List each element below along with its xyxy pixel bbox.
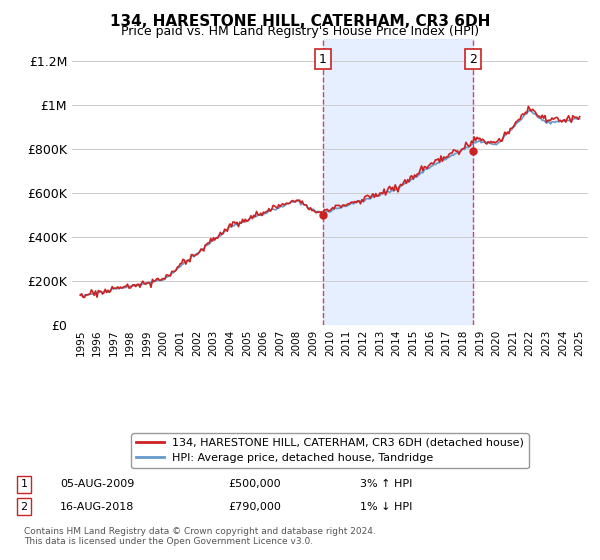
Text: £500,000: £500,000 (228, 479, 281, 489)
Text: Contains HM Land Registry data © Crown copyright and database right 2024.
This d: Contains HM Land Registry data © Crown c… (24, 526, 376, 546)
Text: 1% ↓ HPI: 1% ↓ HPI (360, 502, 412, 512)
Text: £790,000: £790,000 (228, 502, 281, 512)
Text: 2: 2 (469, 53, 477, 66)
Legend: 134, HARESTONE HILL, CATERHAM, CR3 6DH (detached house), HPI: Average price, det: 134, HARESTONE HILL, CATERHAM, CR3 6DH (… (131, 433, 529, 468)
Bar (323, 39, 473, 325)
Text: Price paid vs. HM Land Registry's House Price Index (HPI): Price paid vs. HM Land Registry's House … (121, 25, 479, 38)
Text: 05-AUG-2009: 05-AUG-2009 (60, 479, 134, 489)
Text: 3% ↑ HPI: 3% ↑ HPI (360, 479, 412, 489)
Text: 1: 1 (319, 53, 327, 66)
Text: 134, HARESTONE HILL, CATERHAM, CR3 6DH: 134, HARESTONE HILL, CATERHAM, CR3 6DH (110, 14, 490, 29)
Text: 1: 1 (20, 479, 28, 489)
Point (468, 147, 478, 156)
Point (318, 211, 328, 220)
Text: 2: 2 (20, 502, 28, 512)
Text: 16-AUG-2018: 16-AUG-2018 (60, 502, 134, 512)
